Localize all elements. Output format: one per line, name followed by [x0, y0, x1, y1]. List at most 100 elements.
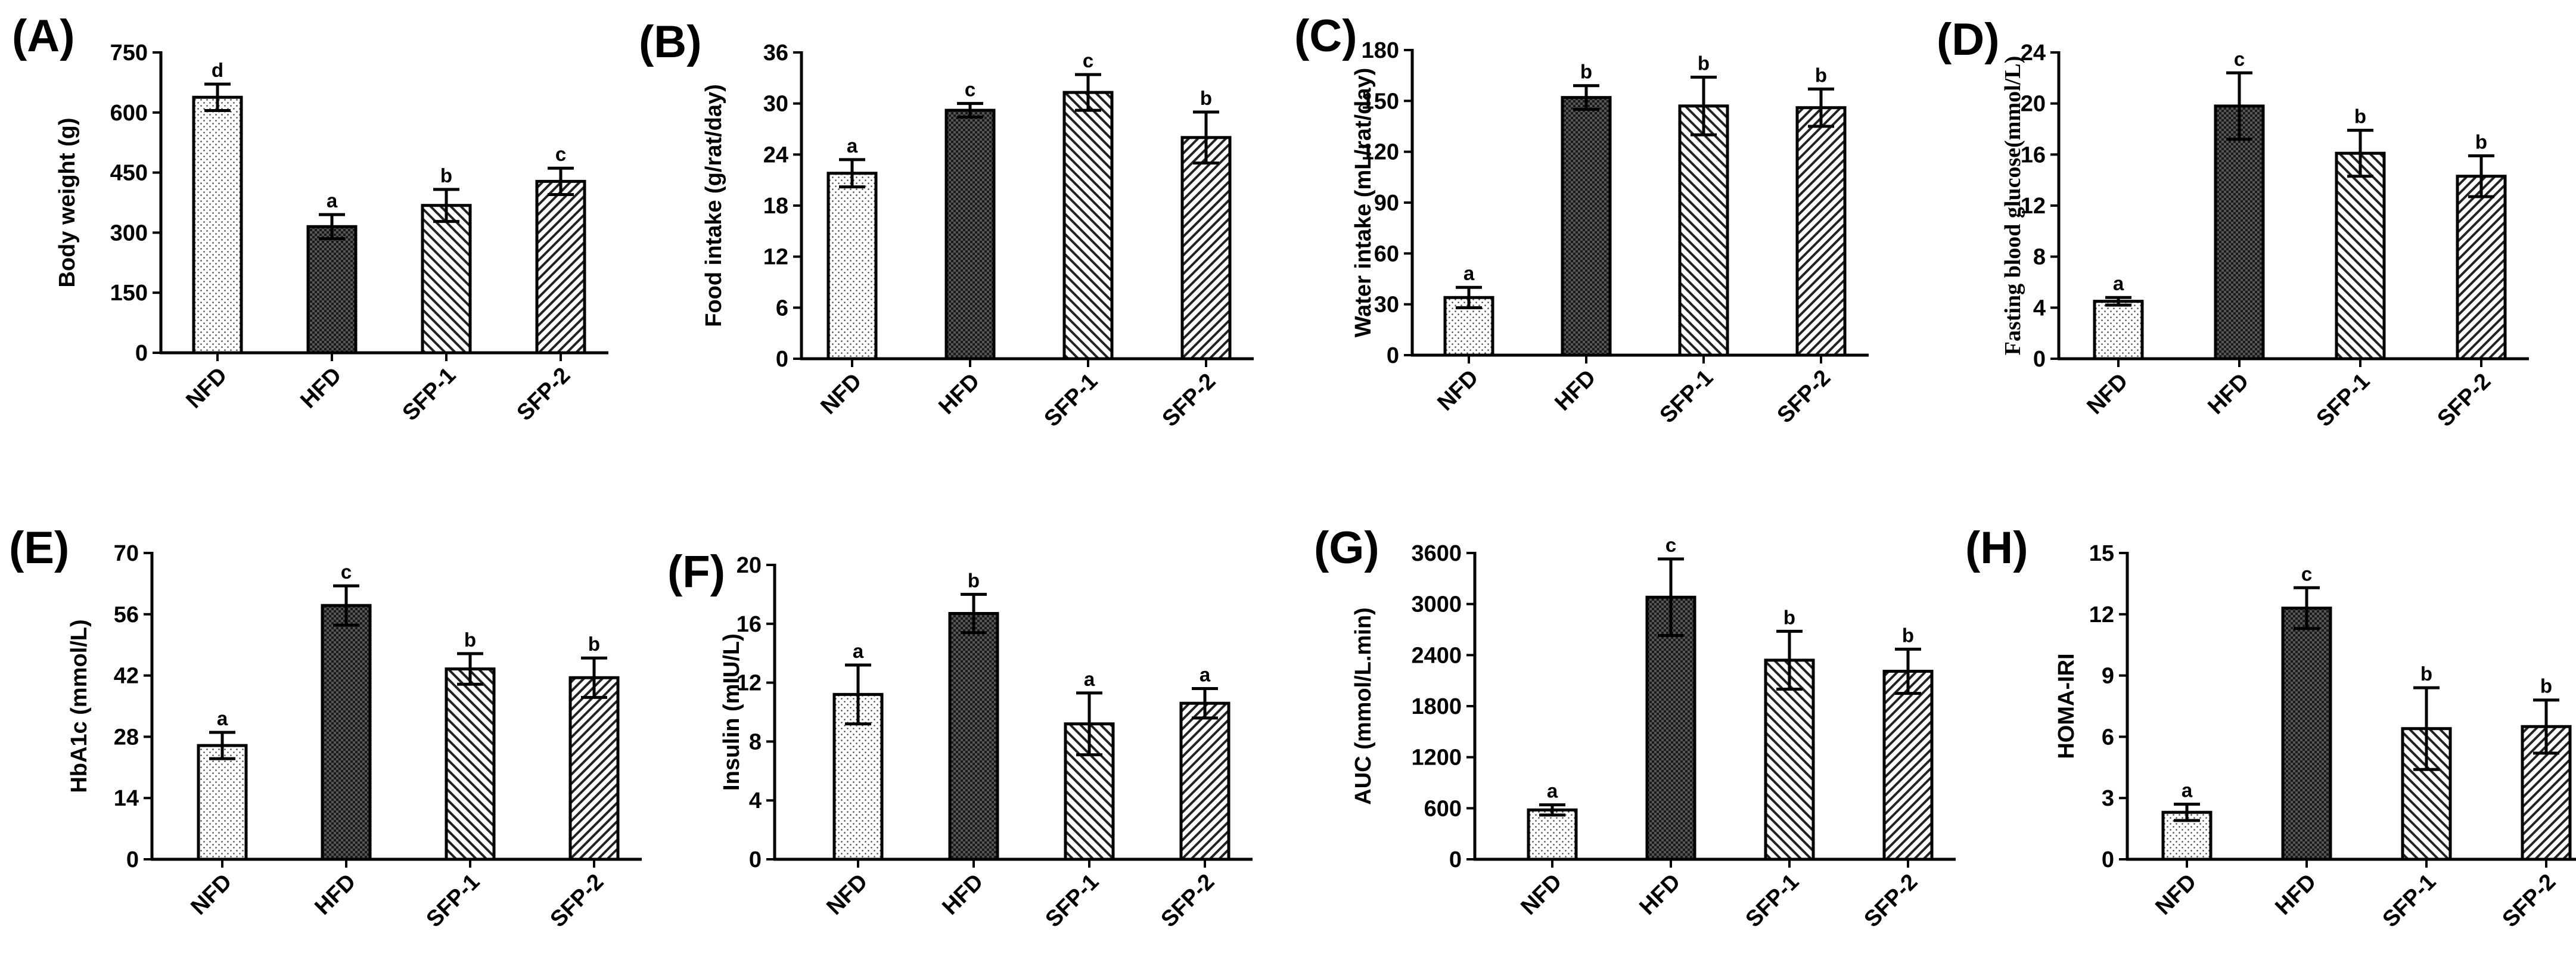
- y-axis-label: Fasting blood glucose(mmol/L): [2000, 56, 2025, 355]
- significance-label: d: [212, 59, 223, 81]
- bar-sfp-1: [2335, 151, 2386, 361]
- y-tick-label: 3: [2102, 786, 2114, 811]
- bar-nfd: [2093, 300, 2144, 361]
- bar-sfp-2: [568, 676, 620, 861]
- significance-label: b: [464, 629, 476, 651]
- bar-nfd: [1527, 808, 1578, 861]
- category-label: HFD: [1635, 869, 1685, 920]
- y-tick-label: 90: [1374, 191, 1399, 216]
- y-tick-label: 12: [2021, 194, 2046, 219]
- category-label: SFP-2: [512, 363, 576, 426]
- y-axis-label: Insulin (mIU/L): [719, 633, 744, 791]
- y-tick-label: 0: [1449, 847, 1462, 872]
- bar-sfp-1: [2401, 727, 2452, 861]
- category-label: HFD: [937, 869, 988, 920]
- category-label: NFD: [181, 363, 232, 414]
- category-label: SFP-1: [1741, 869, 1804, 933]
- y-tick-label: 14: [114, 786, 139, 811]
- y-tick-label: 28: [114, 725, 139, 750]
- panel-letter: (C): [1294, 11, 1357, 61]
- y-tick-label: 24: [763, 142, 788, 167]
- significance-label: b: [1815, 64, 1827, 86]
- y-tick-label: 0: [1387, 343, 1399, 368]
- significance-label: c: [1665, 534, 1676, 556]
- category-label: SFP-1: [1655, 365, 1719, 428]
- category-label: SFP-2: [1860, 869, 1923, 933]
- bar-sfp-1: [1678, 104, 1729, 357]
- significance-label: b: [968, 569, 980, 591]
- chart-panel-7: (G) AUC (mmol/L.min) 0 600 1200 1800 2400 3000 3…: [1314, 523, 1956, 933]
- y-tick-label: 12: [2089, 602, 2114, 627]
- y-axis-label: HOMA-IRI: [2054, 653, 2079, 759]
- y-tick-label: 1200: [1411, 745, 1462, 771]
- bar-hfd: [948, 612, 999, 861]
- category-label: SFP-1: [398, 363, 461, 426]
- chart-panel-1: (A) Body weight (g) 0 150 300 450 600 750 d NFD a H…: [12, 11, 608, 426]
- significance-label: a: [1084, 668, 1095, 690]
- significance-label: b: [1783, 606, 1795, 628]
- bar-hfd: [944, 108, 996, 361]
- significance-label: b: [1200, 87, 1212, 109]
- bar-sfp-2: [2456, 175, 2507, 361]
- y-tick-label: 1800: [1411, 694, 1462, 719]
- chart-panel-2: (B) Food intake (g/rat/day) 0 6 12 18 24 30 36 a N…: [639, 17, 1254, 432]
- y-tick-label: 60: [1374, 241, 1399, 266]
- category-label: SFP-1: [2378, 869, 2441, 933]
- y-tick-label: 2400: [1411, 643, 1462, 668]
- significance-label: b: [2540, 675, 2552, 697]
- category-label: HFD: [296, 363, 346, 414]
- category-label: NFD: [1516, 869, 1567, 920]
- y-tick-label: 8: [2033, 245, 2046, 270]
- y-tick-label: 3000: [1411, 592, 1462, 617]
- bar-sfp-1: [1062, 91, 1114, 361]
- y-tick-label: 0: [135, 341, 148, 366]
- category-label: NFD: [186, 869, 237, 920]
- chart-panel-8: (H) HOMA-IRI 0 3 6 9 12 15 a NFD c HFD b SFP-1 b SFP-2: [1965, 523, 2576, 933]
- y-tick-label: 0: [2102, 847, 2114, 872]
- bar-sfp-1: [445, 667, 496, 861]
- significance-label: a: [1200, 663, 1211, 685]
- y-tick-label: 150: [110, 281, 148, 306]
- y-tick-label: 450: [110, 161, 148, 186]
- category-label: SFP-1: [2312, 369, 2375, 432]
- y-tick-label: 30: [763, 92, 788, 117]
- y-tick-label: 36: [763, 41, 788, 66]
- y-axis-label: Body weight (g): [55, 118, 80, 288]
- y-tick-label: 56: [114, 602, 139, 627]
- bar-hfd: [1561, 96, 1612, 357]
- y-tick-label: 4: [2033, 296, 2046, 321]
- significance-label: c: [2234, 48, 2245, 70]
- significance-label: b: [2475, 131, 2487, 153]
- y-tick-label: 16: [737, 612, 762, 637]
- significance-label: c: [1083, 49, 1093, 72]
- category-label: SFP-2: [1773, 365, 1836, 428]
- y-tick-label: 0: [776, 347, 788, 372]
- category-label: HFD: [310, 869, 361, 920]
- y-tick-label: 4: [749, 788, 762, 813]
- y-tick-label: 20: [2021, 92, 2046, 117]
- significance-label: a: [847, 135, 858, 157]
- y-tick-label: 30: [1374, 293, 1399, 318]
- y-tick-label: 120: [1362, 140, 1399, 165]
- y-tick-label: 8: [749, 729, 762, 754]
- category-label: SFP-2: [546, 869, 609, 933]
- panel-letter: (D): [1937, 14, 2000, 65]
- category-label: SFP-1: [422, 869, 485, 933]
- bar-sfp-2: [535, 179, 586, 355]
- y-tick-label: 3600: [1411, 541, 1462, 566]
- category-label: NFD: [1433, 365, 1483, 416]
- y-tick-label: 12: [737, 671, 762, 696]
- y-tick-label: 42: [114, 664, 139, 689]
- y-tick-label: 150: [1362, 89, 1399, 114]
- category-label: NFD: [2082, 369, 2133, 420]
- chart-panel-6: (F) Insulin (mIU/L) 0 4 8 12 16 20 a NFD b HFD a SFP-…: [667, 546, 1253, 933]
- category-label: NFD: [816, 369, 866, 420]
- significance-label: c: [555, 143, 566, 165]
- category-label: NFD: [822, 869, 872, 920]
- panel-letter: (H): [1965, 523, 2028, 573]
- bar-hfd: [2214, 104, 2265, 361]
- bar-sfp-2: [1882, 669, 1934, 861]
- significance-label: a: [1463, 262, 1475, 284]
- panel-letter: (E): [9, 523, 69, 573]
